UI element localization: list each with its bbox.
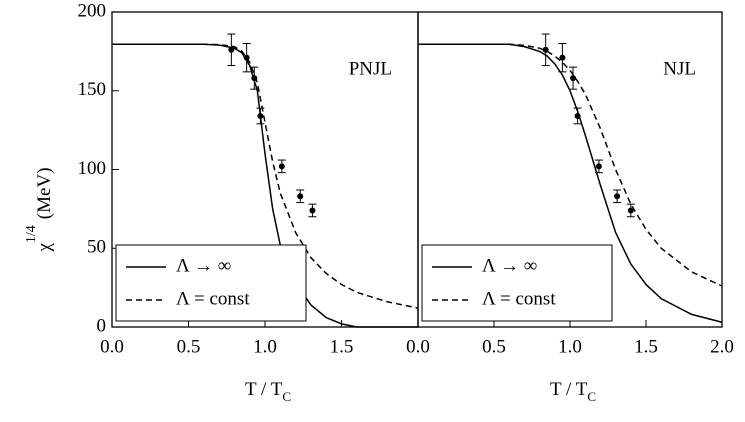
x-tick-label: 1.0 <box>253 336 277 357</box>
y-axis-label-text: χ1/4 (MeV) <box>24 167 55 252</box>
data-point <box>251 75 258 82</box>
panel-label: NJL <box>663 58 696 79</box>
y-axis-label-sup: 1/4 <box>24 225 39 243</box>
x-axis-label-sub: C <box>282 389 291 404</box>
series-line <box>112 43 419 309</box>
data-point <box>595 163 602 170</box>
legend-label: Λ = const <box>176 288 250 309</box>
y-axis-label: χ1/4 (MeV) <box>24 167 55 252</box>
x-axis-label-main: T / T <box>245 379 283 400</box>
x-tick-label: 1.5 <box>330 336 354 357</box>
legend-label: Λ = const <box>482 288 556 309</box>
data-point <box>243 54 250 61</box>
y-tick-label: 200 <box>78 0 107 21</box>
data-point <box>574 112 581 119</box>
x-tick-label: 0.0 <box>100 336 124 357</box>
x-axis-label-sub: C <box>587 389 596 404</box>
y-axis-label-main: χ <box>34 243 55 253</box>
x-tick-label: 0.5 <box>177 336 201 357</box>
legend-box <box>421 244 613 322</box>
x-axis-label: T / TC <box>245 379 291 404</box>
data-point <box>278 163 285 170</box>
data-point <box>570 75 577 82</box>
data-point <box>542 46 549 53</box>
legend-label: Λ → ∞ <box>482 255 537 276</box>
legend-label: Λ → ∞ <box>176 255 231 276</box>
data-point <box>627 207 634 214</box>
data-point <box>297 193 304 200</box>
x-axis-label-main: T / T <box>550 379 588 400</box>
panel-label: PNJL <box>349 58 392 79</box>
legend-box <box>115 244 307 322</box>
y-tick-label: 150 <box>78 79 107 100</box>
x-tick-label: 2.0 <box>710 336 734 357</box>
y-axis-label-unit: (MeV) <box>34 167 55 219</box>
data-point <box>309 207 316 214</box>
x-axis-label: T / TC <box>550 379 596 404</box>
x-tick-label: 0.0 <box>406 336 430 357</box>
data-point <box>614 193 621 200</box>
y-tick-label: 50 <box>87 237 106 258</box>
data-point <box>257 112 264 119</box>
y-tick-label: 0 <box>97 315 107 336</box>
y-tick-label: 100 <box>78 158 107 179</box>
x-tick-label: 1.5 <box>634 336 658 357</box>
data-point <box>559 54 566 61</box>
data-point <box>228 46 235 53</box>
x-tick-label: 1.0 <box>558 336 582 357</box>
series-line <box>418 43 723 287</box>
x-tick-label: 0.5 <box>482 336 506 357</box>
